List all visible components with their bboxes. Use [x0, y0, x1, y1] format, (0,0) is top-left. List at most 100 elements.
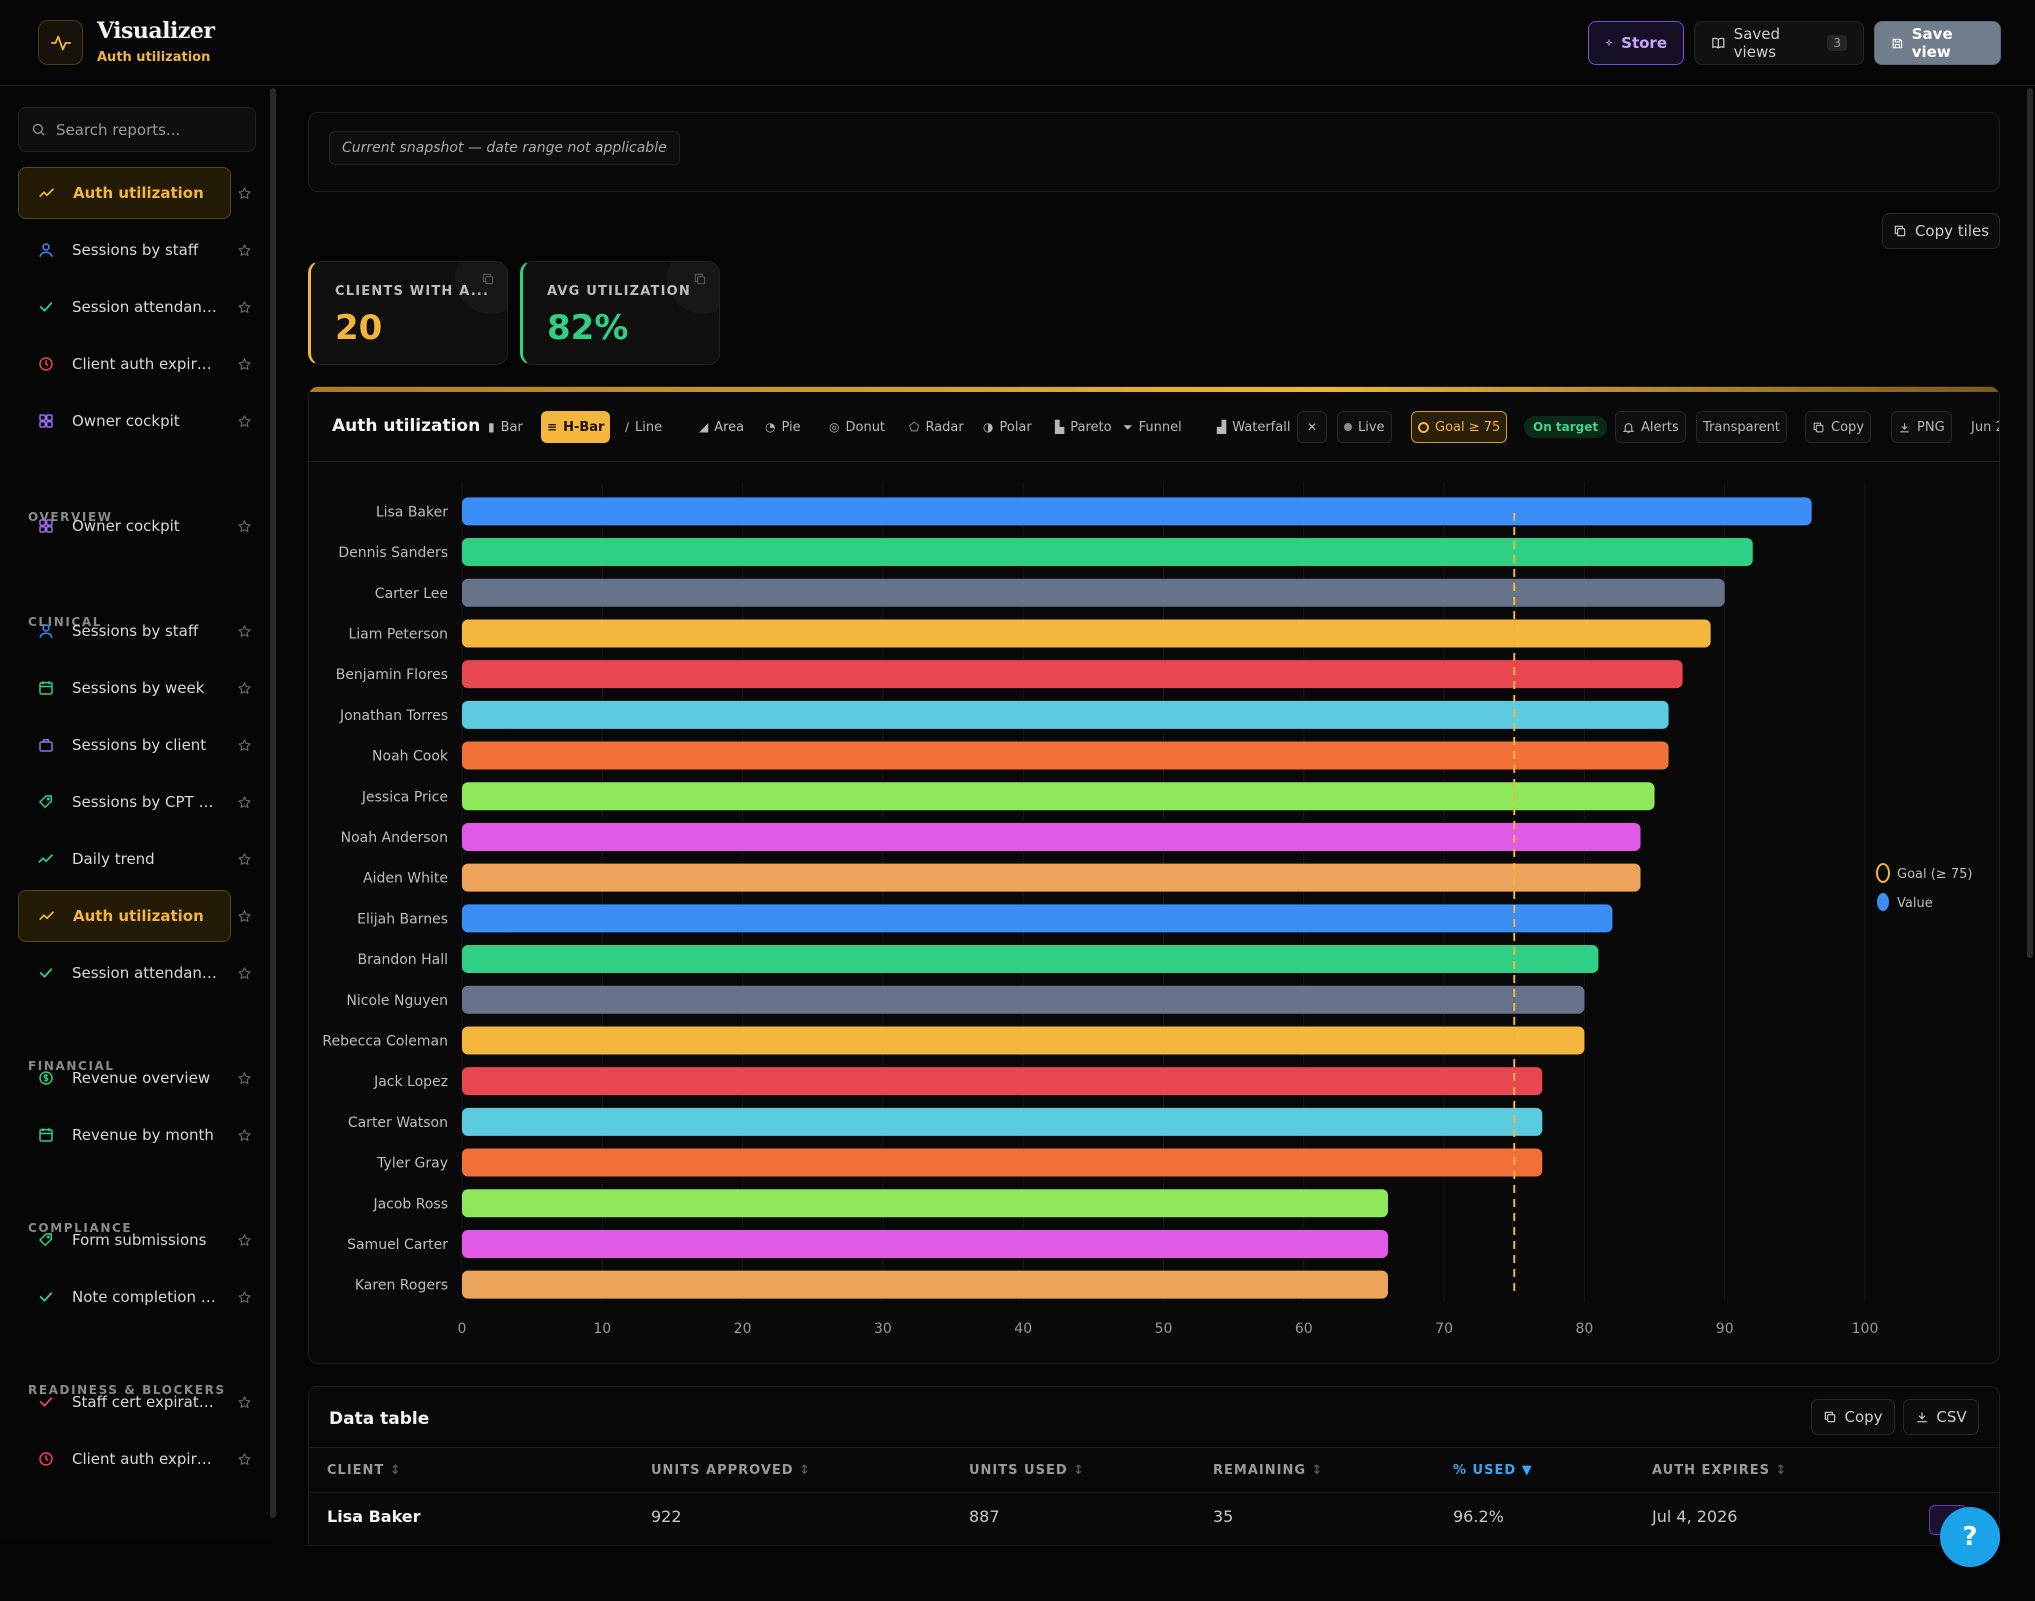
main-scrollbar[interactable] — [2027, 88, 2033, 958]
sidebar-item[interactable]: Session attendance — [18, 281, 231, 333]
sidebar-item[interactable]: Session attendance — [18, 947, 231, 999]
chart-type-funnel-button[interactable]: ⏷ Funnel — [1117, 411, 1188, 443]
copy-tiles-label: Copy tiles — [1914, 222, 1990, 240]
star-icon[interactable] — [234, 1392, 254, 1412]
copy-icon[interactable] — [693, 272, 707, 286]
y-tick-label: Jonathan Torres — [339, 708, 448, 724]
y-tick-label: Elijah Barnes — [357, 911, 448, 927]
y-tick-label: Jessica Price — [361, 789, 448, 805]
chart-type-bar-button[interactable]: ▮ Bar — [482, 411, 529, 443]
sidebar-item[interactable]: Daily trend — [18, 833, 231, 885]
chart-type-radar-button[interactable]: ⬠ Radar — [903, 411, 970, 443]
column-header-auth-expires[interactable]: AUTH EXPIRES ↕ — [1652, 1463, 1788, 1478]
dollar-icon — [34, 1066, 58, 1090]
store-button[interactable]: Store — [1588, 21, 1684, 65]
chart-type-area-button[interactable]: ◢ Area — [693, 411, 750, 443]
date-label: Jun 2 — [1971, 419, 1999, 435]
saved-views-label: Saved views — [1733, 25, 1781, 61]
copy-icon[interactable] — [481, 272, 495, 286]
csv-export-button[interactable]: CSV — [1903, 1399, 1979, 1435]
sidebar-scrollbar[interactable] — [270, 88, 276, 1518]
sidebar-item[interactable]: Staff cert expiration — [18, 1376, 231, 1428]
chart-type-donut-button[interactable]: ◎ Donut — [823, 411, 891, 443]
copy-chart-label: Copy — [1831, 419, 1864, 435]
column-header-remaining[interactable]: REMAINING ↕ — [1213, 1463, 1324, 1478]
star-icon[interactable] — [234, 1230, 254, 1250]
column-header-percent-used[interactable]: % USED ▼ — [1453, 1463, 1533, 1478]
star-icon[interactable] — [234, 297, 254, 317]
sidebar-item[interactable]: Auth utilization — [18, 167, 231, 219]
star-icon[interactable] — [234, 516, 254, 536]
data-table-title: Data table — [329, 1409, 430, 1429]
sidebar-item[interactable]: Client auth expiration — [18, 338, 231, 390]
sidebar-item[interactable]: Sessions by week — [18, 662, 231, 714]
sidebar-item[interactable]: Auth utilization — [18, 890, 231, 942]
save-view-label: Save view — [1911, 25, 1953, 61]
transparent-toggle[interactable]: Transparent — [1696, 411, 1787, 443]
saved-views-count: 3 — [1827, 35, 1847, 51]
star-icon[interactable] — [234, 240, 254, 260]
star-icon[interactable] — [234, 906, 254, 926]
trend-icon — [35, 181, 59, 205]
star-icon[interactable] — [234, 411, 254, 431]
star-icon[interactable] — [234, 183, 254, 203]
star-icon[interactable] — [234, 792, 254, 812]
sidebar-item[interactable]: Owner cockpit — [18, 395, 231, 447]
table-cell-remaining: 35 — [1213, 1507, 1234, 1526]
chart-type-polar-button[interactable]: ◑ Polar — [977, 411, 1038, 443]
alerts-button[interactable]: Alerts — [1615, 411, 1686, 443]
star-icon[interactable] — [234, 1287, 254, 1307]
star-icon[interactable] — [234, 963, 254, 983]
save-view-button[interactable]: Save view — [1874, 21, 2001, 65]
png-export-button[interactable]: PNG — [1891, 411, 1952, 443]
sidebar-item[interactable]: Revenue by month — [18, 1109, 231, 1161]
copy-chart-button[interactable]: Copy — [1805, 411, 1871, 443]
star-icon[interactable] — [234, 735, 254, 755]
sidebar-item[interactable]: Sessions by client — [18, 719, 231, 771]
chart-type-pareto-button[interactable]: ▙ Pareto — [1049, 411, 1118, 443]
sidebar-item[interactable]: Owner cockpit — [18, 500, 231, 552]
y-tick-label: Tyler Gray — [376, 1156, 448, 1172]
search-input[interactable]: Search reports... — [18, 107, 256, 152]
star-icon[interactable] — [234, 849, 254, 869]
chart-type-h-bar-button[interactable]: ≡ H-Bar — [541, 411, 611, 443]
x-tick-label: 100 — [1852, 1321, 1879, 1337]
chart-type-pie-button[interactable]: ◔ Pie — [759, 411, 807, 443]
sidebar-item[interactable]: Sessions by CPT code — [18, 776, 231, 828]
bar — [462, 985, 1585, 1014]
star-icon[interactable] — [234, 354, 254, 374]
sidebar-item[interactable]: Sessions by staff — [18, 605, 231, 657]
x-tick-label: 0 — [458, 1321, 467, 1337]
sidebar-item[interactable]: Note completion rate — [18, 1271, 231, 1323]
funnel-chart-icon: ⏷ — [1123, 419, 1133, 434]
bar — [462, 904, 1613, 933]
column-header-units-approved[interactable]: UNITS APPROVED ↕ — [651, 1463, 812, 1478]
kpi-label: AVG UTILIZATION — [547, 284, 691, 299]
table-copy-button[interactable]: Copy — [1811, 1399, 1895, 1435]
close-chart-type-button[interactable]: ✕ — [1297, 411, 1327, 443]
star-icon[interactable] — [234, 621, 254, 641]
help-button[interactable]: ? — [1940, 1507, 2000, 1567]
star-icon[interactable] — [234, 1068, 254, 1088]
live-toggle[interactable]: Live — [1337, 411, 1392, 443]
star-icon[interactable] — [234, 1125, 254, 1145]
column-header-units-used[interactable]: UNITS USED ↕ — [969, 1463, 1086, 1478]
sidebar-item[interactable]: Sessions by staff — [18, 224, 231, 276]
chart-type-waterfall-button[interactable]: ▟ Waterfall — [1211, 411, 1296, 443]
check-icon — [34, 961, 58, 985]
column-header-client[interactable]: CLIENT ↕ — [327, 1463, 402, 1478]
copy-tiles-button[interactable]: Copy tiles — [1882, 213, 2000, 249]
alerts-label: Alerts — [1641, 419, 1679, 435]
sidebar-item[interactable]: Client auth expiration — [18, 1433, 231, 1485]
copy-icon — [1813, 422, 1824, 432]
goal-button[interactable]: Goal ≥ 75 — [1411, 411, 1508, 443]
sidebar-item[interactable]: Revenue overview — [18, 1052, 231, 1104]
saved-views-button[interactable]: Saved views 3 — [1694, 21, 1864, 65]
sidebar-item[interactable]: Form submissions — [18, 1214, 231, 1266]
chart-type-line-button[interactable]: ∕ Line — [619, 411, 668, 443]
bar — [462, 497, 1812, 526]
star-icon[interactable] — [234, 1449, 254, 1469]
pareto-chart-icon: ▙ — [1055, 420, 1065, 434]
polar-chart-icon: ◑ — [983, 420, 994, 434]
star-icon[interactable] — [234, 678, 254, 698]
